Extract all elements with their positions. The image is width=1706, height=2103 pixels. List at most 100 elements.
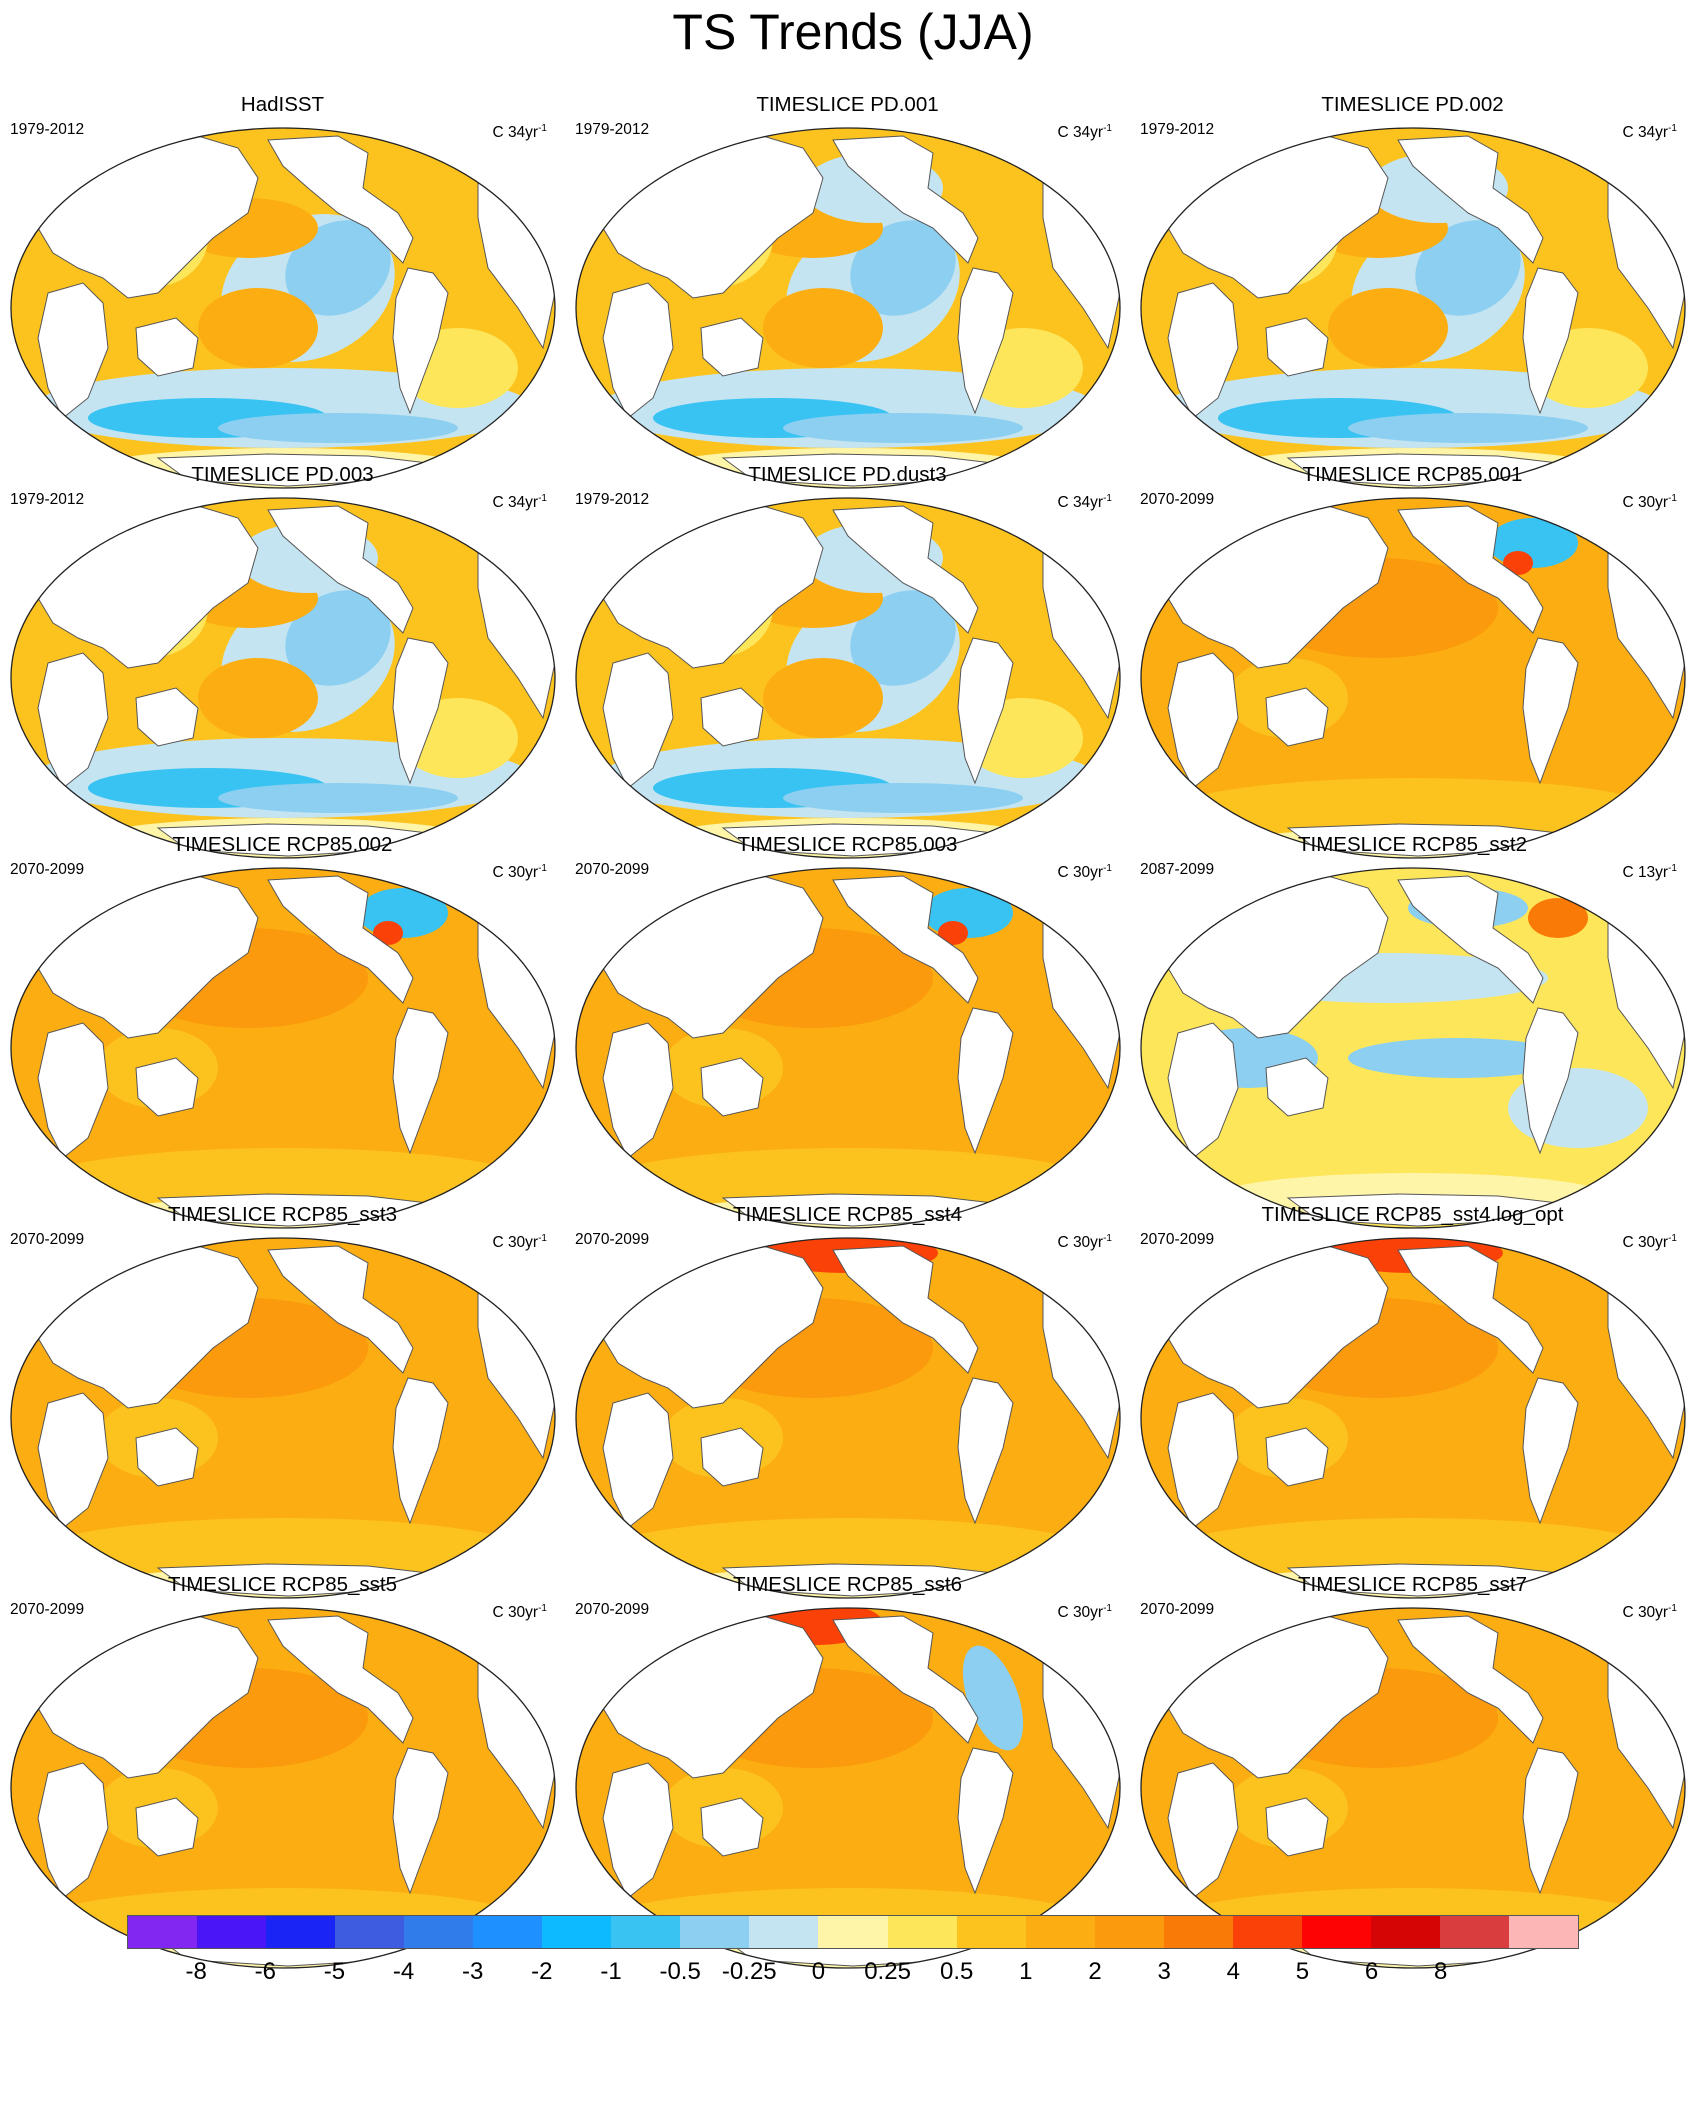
- panel-units-text: C 34yr: [1057, 494, 1104, 511]
- panel-years: 2070-2099: [1140, 1601, 1215, 1618]
- colorbar-box: [1025, 1916, 1095, 1948]
- land-mass: [957, 1747, 1014, 1895]
- panel-years: 2087-2099: [1140, 861, 1215, 878]
- land-mass: [135, 687, 199, 747]
- land-mass: [392, 1377, 449, 1525]
- panel-title: TIMESLICE RCP85_sst5: [168, 1573, 397, 1596]
- colorbar-tick-label: -1: [600, 1958, 622, 1985]
- land-mass: [957, 637, 1014, 785]
- map-border: [575, 1607, 1121, 1969]
- colorbar-box: [818, 1916, 888, 1948]
- panel-units-text: C 30yr: [1057, 864, 1104, 881]
- colorbar-box: [749, 1916, 819, 1948]
- land-mass: [1522, 1007, 1579, 1155]
- panel-units-exponent: -1: [1103, 493, 1112, 504]
- land-mass: [1265, 1427, 1329, 1487]
- map-border: [575, 497, 1121, 859]
- colorbar-tick-label: -0.5: [659, 1958, 701, 1985]
- panel-title: TIMESLICE RCP85_sst6: [733, 1573, 962, 1596]
- land-mass: [267, 875, 414, 1004]
- land-mass: [392, 1007, 449, 1155]
- map-plot: [1140, 127, 1686, 489]
- map-border: [575, 1237, 1121, 1599]
- map-border: [10, 1237, 556, 1599]
- land-mass: [267, 1615, 414, 1744]
- map-panel: TIMESLICE RCP85_sst7 2070-2099 C 30yr-1: [1130, 1480, 1695, 2050]
- map-plot: [575, 1237, 1121, 1599]
- colorbar-tick-label: -2: [531, 1958, 553, 1985]
- land-mass: [1265, 317, 1329, 377]
- map-panel: TIMESLICE PD.dust3 1979-2012 C 34yr-1: [565, 370, 1130, 940]
- panel-units-text: C 30yr: [1622, 494, 1669, 511]
- colorbar-tick-label: 0.5: [940, 1958, 974, 1985]
- land-mass: [1265, 687, 1329, 747]
- land-mass: [602, 1392, 674, 1529]
- land-mass: [1167, 1392, 1239, 1529]
- panel-units-exponent: -1: [538, 863, 547, 874]
- colorbar-box: [1163, 1916, 1233, 1948]
- colorbar-box: [1508, 1916, 1578, 1948]
- panel-title: TIMESLICE RCP85_sst4.log_opt: [1261, 1203, 1564, 1226]
- land-mass: [267, 505, 414, 634]
- panel-title: TIMESLICE PD.003: [191, 463, 374, 486]
- map-plot: [1140, 867, 1686, 1229]
- panel-units: C 34yr-1: [1057, 120, 1112, 142]
- land-mass: [1265, 1797, 1329, 1857]
- trend-field: [576, 1238, 1120, 1598]
- land-mass: [1397, 135, 1544, 264]
- trend-field: [11, 498, 555, 858]
- colorbar-box: [335, 1916, 405, 1948]
- land-mass: [1397, 1245, 1544, 1374]
- land-mass: [832, 135, 979, 264]
- land-mass: [1167, 1762, 1239, 1899]
- land-mass: [37, 652, 109, 789]
- land-mass: [135, 317, 199, 377]
- map-border: [575, 867, 1121, 1229]
- panel-title: TIMESLICE RCP85_sst2: [1298, 833, 1527, 856]
- land-mass: [700, 1057, 764, 1117]
- panel-units-text: C 13yr: [1622, 864, 1669, 881]
- panel-units-text: C 34yr: [492, 124, 539, 141]
- land-mass: [392, 1747, 449, 1895]
- panel-title: TIMESLICE RCP85_sst3: [168, 1203, 397, 1226]
- map-plot: [10, 497, 556, 859]
- panel-units-exponent: -1: [1103, 1233, 1112, 1244]
- map-panel: TIMESLICE RCP85.003 2070-2099 C 30yr-1: [565, 740, 1130, 1310]
- colorbar-box: [887, 1916, 957, 1948]
- map-plot: [10, 1607, 556, 1969]
- panel-units-text: C 30yr: [492, 1234, 539, 1251]
- map-panel: TIMESLICE RCP85_sst4.log_opt 2070-2099 C 3…: [1130, 1110, 1695, 1680]
- panel-years: 1979-2012: [1140, 121, 1215, 138]
- land-mass: [1522, 1747, 1579, 1895]
- colorbar-box: [1370, 1916, 1440, 1948]
- colorbar-tick-label: -3: [462, 1958, 484, 1985]
- panel-units: C 30yr-1: [1622, 1230, 1677, 1252]
- panel-years: 2070-2099: [1140, 1231, 1215, 1248]
- panel-units: C 13yr-1: [1622, 860, 1677, 882]
- panel-years: 1979-2012: [575, 491, 650, 508]
- colorbar-tick-label: 1: [1019, 1958, 1033, 1985]
- colorbar-box: [473, 1916, 543, 1948]
- panel-years: 2070-2099: [10, 1231, 85, 1248]
- land-mass: [267, 135, 414, 264]
- map-border: [1140, 1237, 1686, 1599]
- map-plot: [10, 1237, 556, 1599]
- panel-units: C 34yr-1: [1622, 120, 1677, 142]
- land-mass: [1265, 1057, 1329, 1117]
- land-mass: [267, 1245, 414, 1374]
- panel-units: C 30yr-1: [1622, 490, 1677, 512]
- map-plot: [575, 127, 1121, 489]
- land-mass: [832, 875, 979, 1004]
- panel-units-exponent: -1: [1668, 493, 1677, 504]
- panel-units-exponent: -1: [1668, 123, 1677, 134]
- figure-title: TS Trends (JJA): [672, 4, 1034, 60]
- land-mass: [1522, 1377, 1579, 1525]
- trend-field: [576, 498, 1120, 858]
- panel-units-text: C 30yr: [1057, 1234, 1104, 1251]
- panel-years: 2070-2099: [575, 861, 650, 878]
- map-panel: TIMESLICE PD.003 1979-2012 C 34yr-1: [0, 370, 565, 940]
- panel-title: TIMESLICE PD.001: [756, 93, 939, 116]
- land-mass: [392, 637, 449, 785]
- trend-field: [1141, 128, 1685, 488]
- colorbar-box: [680, 1916, 750, 1948]
